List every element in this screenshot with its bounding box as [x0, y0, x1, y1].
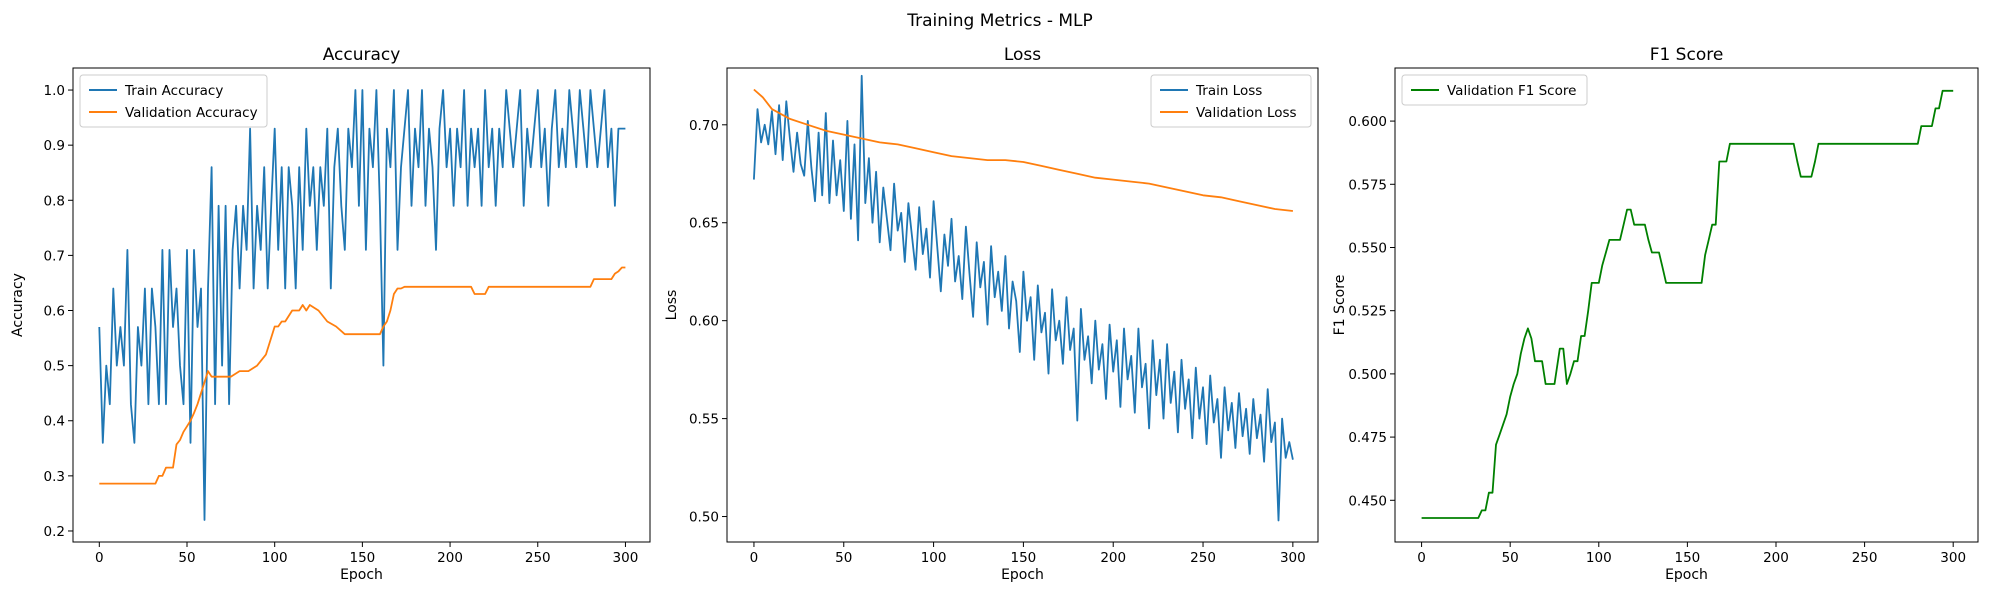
- axes-frame: [1394, 67, 1979, 543]
- chart-title: Accuracy: [323, 45, 401, 65]
- legend: Train Loss Validation Loss: [1150, 74, 1312, 128]
- chart-panels: Accuracy 0 50 100 150 200 250 300 0.2 0.3 0.4 0.5 0.…: [10, 45, 1979, 583]
- x-tick-label: 250: [1190, 550, 1216, 566]
- y-tick-label: 0.475: [1348, 430, 1387, 446]
- y-tick-label: 0.5: [44, 359, 65, 375]
- y-tick-label: 0.575: [1348, 177, 1387, 193]
- y-tick-label: 0.8: [44, 193, 65, 209]
- y-tick-label: 0.70: [689, 118, 719, 134]
- x-tick-label: 50: [178, 550, 195, 566]
- legend-label: Train Loss: [1195, 83, 1262, 99]
- x-axis-label: Epoch: [1665, 567, 1708, 583]
- y-tick-label: 1.0: [44, 83, 65, 99]
- x-tick-label: 200: [1763, 550, 1789, 566]
- x-tick-label: 300: [613, 550, 639, 566]
- train-loss-line: [753, 74, 1294, 522]
- chart-title: Loss: [1004, 45, 1041, 65]
- loss-chart: Loss 0 50 100 150 200 250 300 0.50 0.55 0.60 0.65 0.…: [664, 45, 1319, 583]
- y-axis-label: Loss: [664, 290, 680, 321]
- x-tick-label: 50: [835, 550, 852, 566]
- x-tick-label: 150: [1011, 550, 1037, 566]
- f1-score-chart: F1 Score 0 50 100 150 200 250 300 0.450 0.475 0.50…: [1332, 45, 1979, 583]
- y-tick-label: 0.65: [689, 216, 719, 232]
- y-tick-label: 0.600: [1348, 114, 1387, 130]
- x-tick-label: 200: [437, 550, 463, 566]
- y-axis-label: Accuracy: [10, 273, 26, 337]
- chart-title: F1 Score: [1650, 45, 1724, 65]
- axes-frame: [726, 67, 1319, 543]
- y-tick-label: 0.500: [1348, 367, 1387, 383]
- y-tick-label: 0.550: [1348, 240, 1387, 256]
- y-tick-label: 0.525: [1348, 304, 1387, 320]
- y-tick-label: 0.60: [689, 314, 719, 330]
- validation-accuracy-line: [99, 266, 626, 485]
- legend: Validation F1 Score: [1401, 74, 1588, 106]
- x-axis-label: Epoch: [340, 567, 383, 583]
- y-tick-label: 0.450: [1348, 493, 1387, 509]
- y-tick-label: 0.55: [689, 412, 719, 428]
- y-axis-label: F1 Score: [1332, 275, 1348, 336]
- y-tick-label: 0.2: [44, 524, 65, 540]
- x-axis-label: Epoch: [1001, 567, 1044, 583]
- x-tick-label: 50: [1502, 550, 1519, 566]
- y-tick-label: 0.3: [44, 469, 65, 485]
- x-tick-label: 250: [1852, 550, 1878, 566]
- legend-box: [1401, 74, 1588, 106]
- y-tick-label: 0.9: [44, 138, 65, 154]
- plot-area: [1421, 89, 1954, 519]
- legend: Train Accuracy Validation Accuracy: [79, 74, 268, 128]
- legend-label: Validation Accuracy: [125, 105, 258, 121]
- x-tick-label: 150: [1674, 550, 1700, 566]
- x-tick-label: 300: [1940, 550, 1966, 566]
- plot-area: [753, 74, 1294, 522]
- figure-title: Training Metrics - MLP: [906, 11, 1093, 31]
- legend-box: [79, 74, 268, 128]
- x-tick-label: 100: [1586, 550, 1612, 566]
- x-tick-label: 0: [95, 550, 104, 566]
- x-tick-label: 0: [750, 550, 759, 566]
- axes-frame: [72, 67, 651, 543]
- validation-loss-line: [753, 88, 1293, 212]
- y-tick-label: 0.6: [44, 304, 65, 320]
- y-tick-label: 0.50: [689, 510, 719, 526]
- x-tick-label: 250: [525, 550, 551, 566]
- legend-box: [1150, 74, 1312, 128]
- y-tick-label: 0.7: [44, 248, 65, 264]
- legend-label: Validation F1 Score: [1447, 83, 1576, 99]
- x-tick-label: 150: [349, 550, 375, 566]
- x-tick-label: 0: [1417, 550, 1426, 566]
- train-accuracy-line: [98, 89, 626, 521]
- x-tick-label: 100: [921, 550, 947, 566]
- x-tick-label: 300: [1280, 550, 1306, 566]
- legend-label: Validation Loss: [1196, 105, 1297, 121]
- legend-label: Train Accuracy: [124, 83, 223, 99]
- x-tick-label: 100: [262, 550, 288, 566]
- plot-area: [98, 89, 626, 521]
- validation-f1-score-line: [1421, 89, 1954, 519]
- accuracy-chart: Accuracy 0 50 100 150 200 250 300 0.2 0.3 0.4 0.5 0.…: [10, 45, 651, 583]
- y-tick-label: 0.4: [44, 414, 65, 430]
- x-tick-label: 200: [1100, 550, 1126, 566]
